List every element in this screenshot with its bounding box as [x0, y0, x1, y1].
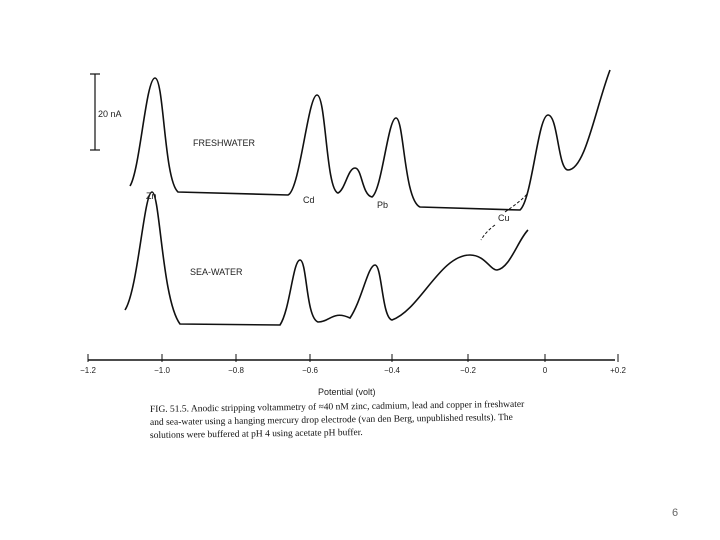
x-tick-label: −0.4 [384, 366, 400, 375]
trace-label: SEA-WATER [190, 267, 243, 277]
x-tick-label: +0.2 [610, 366, 626, 375]
page-number: 6 [672, 507, 678, 519]
seawater-trace [124, 191, 529, 326]
cu-arrow [480, 192, 529, 241]
x-tick-label: −1.2 [80, 366, 96, 375]
x-tick-label: −0.6 [302, 366, 318, 375]
caption-line: solutions were buffered at pH 4 using ac… [150, 427, 363, 441]
peak-label: Pb [377, 200, 388, 210]
scale-label: 20 nA [98, 109, 122, 119]
x-axis-label: Potential (volt) [318, 387, 376, 397]
peak-label: Cu [498, 213, 510, 223]
peak-label: Zn [146, 191, 157, 201]
x-tick-label: 0 [543, 366, 548, 375]
x-tick-label: −0.2 [460, 366, 476, 375]
x-tick-label: −1.0 [154, 366, 170, 375]
caption-line: and sea-water using a hanging mercury dr… [150, 412, 513, 428]
x-tick-label: −0.8 [228, 366, 244, 375]
peak-label: Cd [303, 195, 315, 205]
caption-line: FIG. 51.5. Anodic stripping voltammetry … [150, 399, 525, 415]
scale-bar [90, 73, 100, 151]
freshwater-trace [129, 69, 611, 211]
trace-label: FRESHWATER [193, 138, 255, 148]
